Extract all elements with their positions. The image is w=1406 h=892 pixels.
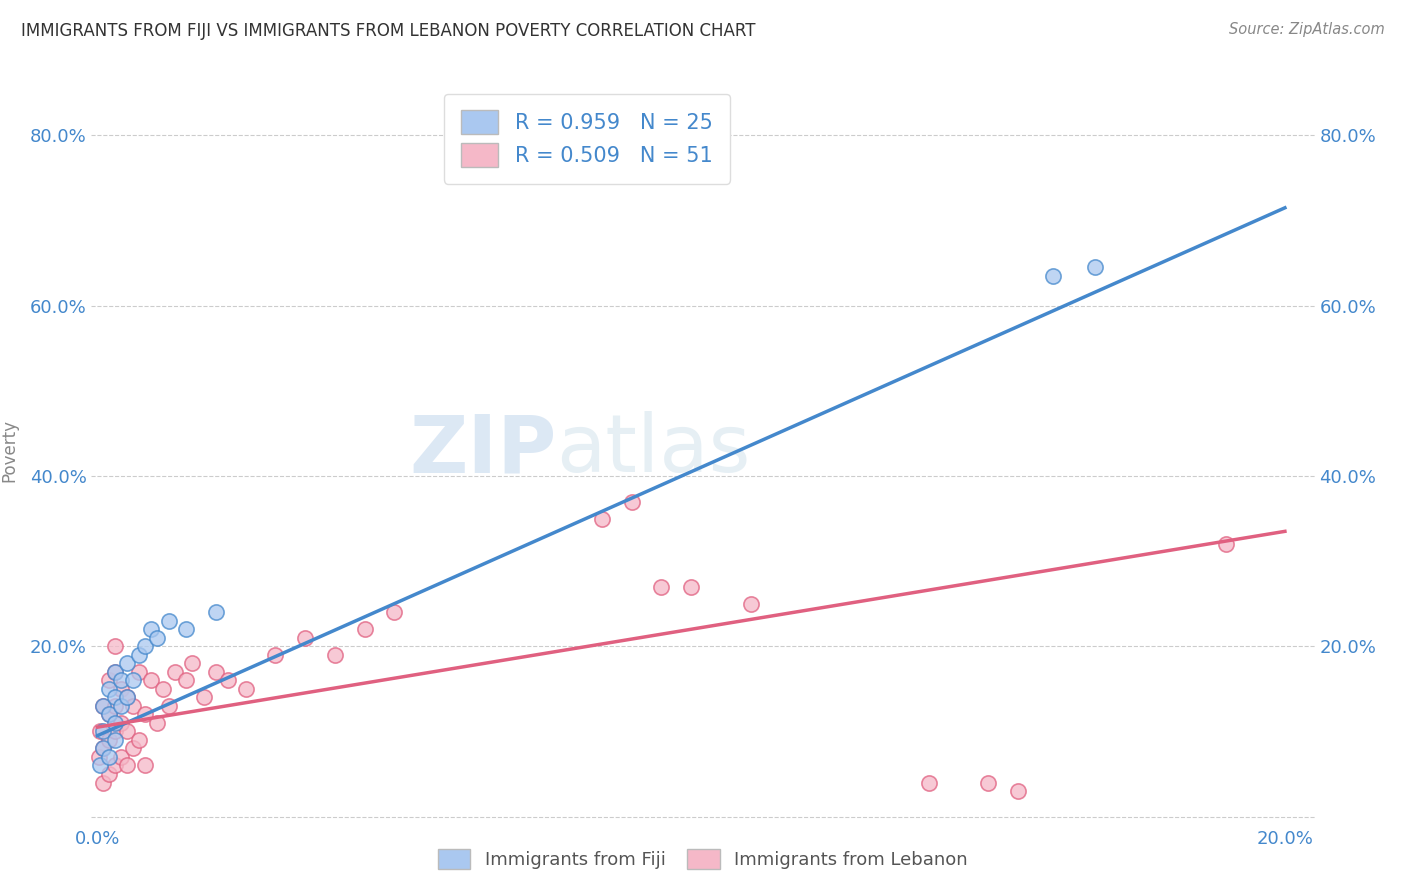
Point xyxy=(104,733,127,747)
Point xyxy=(1007,784,1029,798)
Point xyxy=(104,665,127,679)
Point xyxy=(157,698,180,713)
Point xyxy=(104,715,127,730)
Point xyxy=(353,622,375,636)
Point xyxy=(681,580,703,594)
Point xyxy=(128,733,150,747)
Point xyxy=(139,622,162,636)
Point xyxy=(104,724,127,739)
Point xyxy=(205,665,228,679)
Point xyxy=(591,511,613,525)
Point xyxy=(128,665,150,679)
Text: atlas: atlas xyxy=(557,411,751,490)
Point xyxy=(176,622,198,636)
Point xyxy=(110,750,132,764)
Point xyxy=(91,724,114,739)
Point xyxy=(163,665,186,679)
Point xyxy=(115,690,138,705)
Point xyxy=(650,580,672,594)
Point xyxy=(110,715,132,730)
Point xyxy=(110,673,132,688)
Point xyxy=(181,657,204,671)
Point xyxy=(115,657,138,671)
Point xyxy=(294,631,316,645)
Text: Source: ZipAtlas.com: Source: ZipAtlas.com xyxy=(1229,22,1385,37)
Point xyxy=(323,648,346,662)
Point xyxy=(104,665,127,679)
Point xyxy=(134,707,156,722)
Point xyxy=(620,494,643,508)
Point xyxy=(122,741,145,756)
Point xyxy=(128,648,150,662)
Point xyxy=(145,715,167,730)
Point xyxy=(98,707,121,722)
Point xyxy=(110,698,132,713)
Point xyxy=(134,758,156,772)
Point xyxy=(91,741,114,756)
Point xyxy=(152,681,174,696)
Point xyxy=(264,648,287,662)
Point xyxy=(91,698,114,713)
Point xyxy=(87,750,110,764)
Point xyxy=(1042,268,1064,283)
Point xyxy=(139,673,162,688)
Point xyxy=(91,698,114,713)
Point xyxy=(235,681,257,696)
Point xyxy=(98,681,121,696)
Point xyxy=(104,640,127,654)
Point xyxy=(91,741,114,756)
Point xyxy=(98,733,121,747)
Point xyxy=(110,681,132,696)
Point xyxy=(98,707,121,722)
Point xyxy=(98,673,121,688)
Point xyxy=(104,690,127,705)
Point xyxy=(91,775,114,789)
Point xyxy=(977,775,1000,789)
Point xyxy=(1084,260,1107,275)
Legend: R = 0.959   N = 25, R = 0.509   N = 51: R = 0.959 N = 25, R = 0.509 N = 51 xyxy=(444,94,730,184)
Point xyxy=(122,673,145,688)
Point xyxy=(98,750,121,764)
Point xyxy=(115,758,138,772)
Point xyxy=(104,758,127,772)
Point xyxy=(145,631,167,645)
Point xyxy=(122,698,145,713)
Point xyxy=(740,597,762,611)
Point xyxy=(176,673,198,688)
Point xyxy=(217,673,239,688)
Y-axis label: Poverty: Poverty xyxy=(0,419,18,482)
Point xyxy=(115,690,138,705)
Point xyxy=(115,724,138,739)
Point xyxy=(134,640,156,654)
Point xyxy=(104,698,127,713)
Point xyxy=(205,605,228,619)
Point xyxy=(98,767,121,781)
Point xyxy=(89,758,111,772)
Point xyxy=(917,775,939,789)
Text: ZIP: ZIP xyxy=(409,411,557,490)
Point xyxy=(1215,537,1237,551)
Legend: Immigrants from Fiji, Immigrants from Lebanon: Immigrants from Fiji, Immigrants from Le… xyxy=(429,839,977,879)
Point xyxy=(89,724,111,739)
Point xyxy=(157,614,180,628)
Point xyxy=(382,605,405,619)
Text: IMMIGRANTS FROM FIJI VS IMMIGRANTS FROM LEBANON POVERTY CORRELATION CHART: IMMIGRANTS FROM FIJI VS IMMIGRANTS FROM … xyxy=(21,22,755,40)
Point xyxy=(193,690,215,705)
